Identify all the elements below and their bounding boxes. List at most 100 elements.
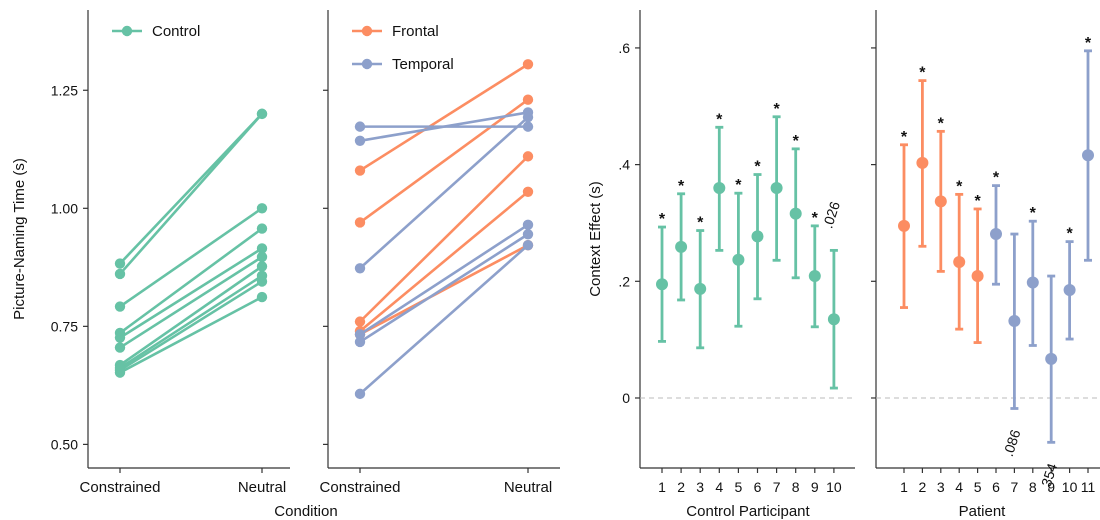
x-tick-label: 4 bbox=[955, 479, 963, 495]
series-line bbox=[119, 207, 263, 308]
legend-marker bbox=[361, 25, 373, 37]
x-tick-label: Constrained bbox=[80, 479, 161, 496]
data-point bbox=[732, 253, 745, 266]
significance-marker: * bbox=[993, 170, 1000, 187]
data-point bbox=[256, 223, 268, 234]
x-tick-label: 7 bbox=[773, 479, 781, 495]
significance-marker: * bbox=[735, 177, 742, 194]
significance-marker: * bbox=[901, 129, 908, 146]
y-tick-label: 1.00 bbox=[51, 200, 78, 216]
data-point bbox=[256, 261, 268, 272]
x-axis-label: Patient bbox=[959, 503, 1007, 520]
x-tick-label: 9 bbox=[1047, 479, 1055, 495]
x-tick-label: 4 bbox=[715, 479, 723, 495]
data-point bbox=[808, 270, 821, 283]
legend-marker bbox=[121, 25, 133, 37]
x-tick-label: 2 bbox=[677, 479, 685, 495]
data-point bbox=[114, 258, 126, 269]
data-point bbox=[522, 229, 534, 240]
data-point bbox=[990, 228, 1002, 241]
data-point bbox=[675, 240, 688, 253]
x-tick-label: 6 bbox=[754, 479, 762, 495]
data-point bbox=[354, 336, 366, 348]
x-tick-label: 2 bbox=[919, 479, 927, 495]
y-tick-label: 0.50 bbox=[51, 436, 78, 452]
significance-marker: * bbox=[919, 65, 926, 82]
x-tick-label: 7 bbox=[1011, 479, 1019, 495]
series-line bbox=[119, 247, 263, 339]
data-point bbox=[354, 121, 366, 132]
legend-marker bbox=[361, 58, 373, 70]
data-point bbox=[354, 388, 366, 400]
data-point bbox=[354, 217, 366, 228]
series-line bbox=[359, 111, 529, 143]
p-value-label: .354 bbox=[1037, 461, 1061, 492]
data-point bbox=[354, 263, 366, 274]
x-tick-label: 5 bbox=[974, 479, 982, 495]
data-point bbox=[827, 313, 840, 326]
data-point bbox=[114, 268, 126, 280]
data-point bbox=[916, 156, 929, 169]
data-point bbox=[770, 181, 783, 194]
data-point bbox=[1008, 314, 1021, 327]
data-point bbox=[354, 165, 366, 176]
significance-marker: * bbox=[1030, 205, 1037, 222]
p-value-label: .086 bbox=[1000, 427, 1024, 458]
x-tick-label: 8 bbox=[792, 479, 800, 495]
data-point bbox=[256, 291, 268, 303]
data-point bbox=[789, 207, 802, 220]
p-value-label: .026 bbox=[819, 199, 843, 230]
data-point bbox=[522, 121, 534, 132]
x-tick-label: 6 bbox=[992, 479, 1000, 495]
y-tick-label: 0.75 bbox=[51, 318, 78, 334]
significance-marker: * bbox=[754, 159, 761, 176]
data-point bbox=[522, 111, 534, 123]
x-tick-label: 11 bbox=[1081, 479, 1096, 495]
series-line bbox=[359, 155, 529, 323]
data-point bbox=[114, 342, 126, 353]
series-line bbox=[359, 98, 529, 224]
significance-marker: * bbox=[793, 133, 800, 150]
x-tick-label: 9 bbox=[811, 479, 819, 495]
x-tick-label: 1 bbox=[900, 479, 908, 495]
significance-marker: * bbox=[659, 211, 666, 228]
series-line bbox=[119, 265, 263, 367]
y-axis-label: Picture-Naming Time (s) bbox=[11, 158, 28, 320]
x-tick-label: 5 bbox=[735, 479, 743, 495]
significance-marker: * bbox=[678, 178, 685, 195]
data-point bbox=[256, 108, 268, 120]
significance-marker: * bbox=[716, 111, 723, 128]
shared-x-axis-label: Condition bbox=[274, 503, 337, 520]
y-tick-label: 0 bbox=[622, 390, 630, 406]
data-point bbox=[114, 332, 126, 343]
data-point bbox=[114, 367, 126, 378]
significance-marker: * bbox=[1085, 35, 1092, 52]
series-line bbox=[119, 227, 263, 335]
data-point bbox=[898, 219, 910, 232]
significance-marker: * bbox=[812, 210, 819, 227]
data-point bbox=[256, 203, 268, 214]
data-point bbox=[256, 251, 268, 263]
x-tick-label: Neutral bbox=[238, 479, 286, 496]
data-point bbox=[713, 181, 726, 194]
data-point bbox=[751, 230, 764, 243]
data-point bbox=[354, 316, 366, 327]
data-point bbox=[522, 151, 534, 162]
series-line bbox=[359, 244, 529, 395]
data-point bbox=[522, 219, 534, 231]
data-point bbox=[656, 278, 668, 291]
series-line bbox=[359, 116, 529, 270]
legend-label: Temporal bbox=[392, 56, 454, 73]
significance-marker: * bbox=[697, 215, 704, 232]
series-line bbox=[359, 223, 529, 336]
y-tick-label: .6 bbox=[618, 40, 630, 56]
series-line bbox=[359, 190, 529, 333]
significance-marker: * bbox=[956, 178, 963, 195]
data-point bbox=[1082, 149, 1094, 162]
y-tick-label: .4 bbox=[618, 157, 630, 173]
series-line bbox=[359, 243, 529, 336]
significance-marker: * bbox=[974, 193, 981, 210]
legend-label: Frontal bbox=[392, 23, 439, 40]
x-axis-label: Control Participant bbox=[686, 503, 810, 520]
series-line bbox=[119, 255, 263, 349]
